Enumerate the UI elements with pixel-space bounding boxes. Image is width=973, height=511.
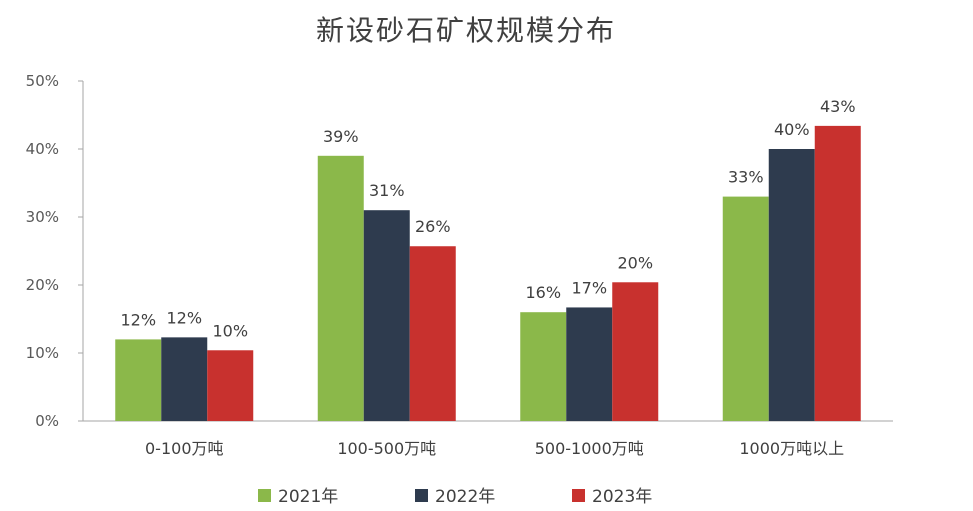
bar (115, 339, 162, 421)
data-label: 17% (571, 278, 607, 297)
bar (161, 337, 208, 421)
y-tick-label: 20% (26, 276, 59, 294)
bar (722, 196, 769, 421)
data-label: 40% (774, 120, 810, 139)
y-axis: 0% 10% 20% 30% 40% 50% (26, 72, 84, 430)
legend-label: 2021年 (278, 487, 338, 507)
legend: 2021年 2022年 2023年 (258, 487, 652, 507)
legend-swatch (415, 489, 428, 502)
legend-label: 2022年 (435, 487, 495, 507)
data-label: 33% (728, 168, 764, 187)
legend-swatch (258, 489, 271, 502)
bar (317, 155, 364, 422)
bar (612, 282, 659, 421)
data-label: 16% (525, 283, 561, 302)
data-label: 20% (617, 253, 653, 272)
bar (814, 125, 861, 421)
data-label: 12% (120, 310, 156, 329)
x-category-label: 1000万吨以上 (739, 439, 844, 458)
y-tick-label: 10% (26, 344, 59, 362)
x-axis: 0-100万吨 100-500万吨 500-1000万吨 1000万吨以上 (83, 420, 893, 458)
legend-label: 2023年 (592, 487, 652, 507)
y-tick-label: 0% (35, 412, 59, 430)
data-label: 10% (212, 321, 248, 340)
data-label: 31% (369, 181, 405, 200)
chart-title: 新设砂石矿权规模分布 (316, 14, 616, 47)
y-tick-label: 40% (26, 140, 59, 158)
bars-group (115, 125, 861, 422)
legend-swatch (572, 489, 585, 502)
data-label: 12% (166, 308, 202, 327)
data-label: 39% (323, 127, 359, 146)
data-label: 43% (820, 97, 856, 116)
bar (520, 312, 567, 421)
bar (566, 307, 613, 421)
y-tick-label: 50% (26, 72, 59, 90)
bar (363, 210, 410, 421)
bar (409, 246, 456, 421)
bar (207, 350, 254, 421)
data-labels-group: 12% 39% 16% 33% 12% 31% 17% 40% 10% 26% 20% 43% (120, 97, 855, 340)
x-category-label: 0-100万吨 (145, 439, 224, 458)
y-tick-label: 30% (26, 208, 59, 226)
bar (768, 149, 815, 421)
x-category-label: 500-1000万吨 (535, 439, 644, 458)
data-label: 26% (415, 217, 451, 236)
x-category-label: 100-500万吨 (337, 439, 436, 458)
